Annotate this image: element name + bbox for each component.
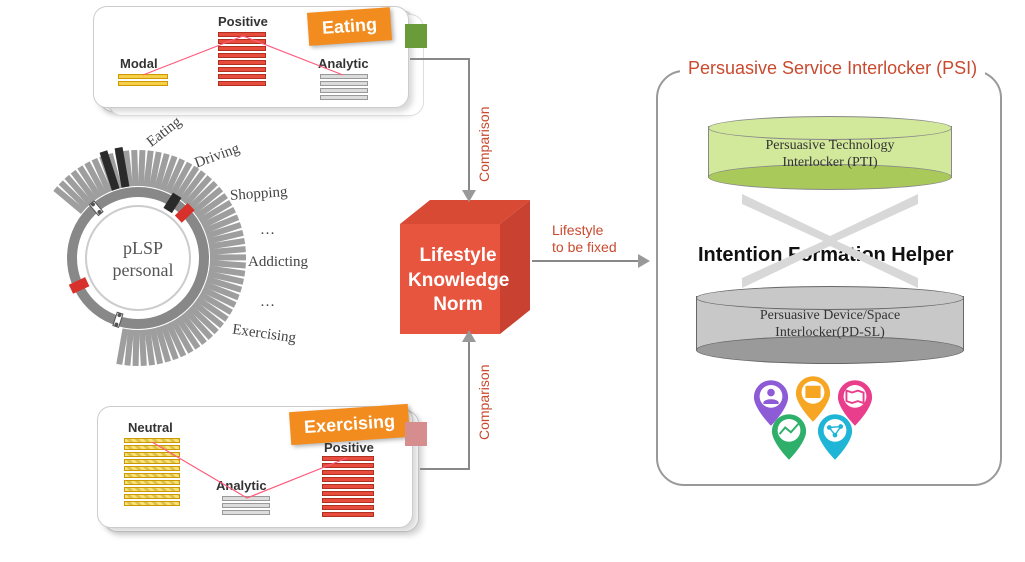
pin-chart: [770, 414, 808, 460]
arrow-right-label: Lifestyleto be fixed: [552, 222, 617, 256]
bot-col1-label: Neutral: [128, 420, 173, 435]
top-col2-label: Positive: [218, 14, 268, 29]
arrow-right-head: [638, 254, 650, 268]
arrow-bot-head: [462, 330, 476, 342]
pdsl-cylinder: Persuasive Device/SpaceInterlocker(PD-SL…: [696, 286, 964, 366]
lifestyle-cube: LifestyleKnowledgeNorm: [380, 192, 540, 342]
arrow-top-label: Comparison: [476, 107, 492, 182]
dial-label-addicting: Addicting: [248, 254, 308, 271]
dial-label-dots1: …: [260, 222, 275, 239]
arrow-top-vert: [468, 108, 470, 192]
dial-label-dots2: …: [260, 294, 275, 311]
arrow-top-head: [462, 190, 476, 202]
arrow-top-vert2: [468, 58, 470, 110]
psi-title: Persuasive Service Interlocker (PSI): [680, 58, 985, 79]
cyl-connectors: [702, 188, 958, 298]
arrow-bot-horz: [420, 468, 468, 470]
bot-panel-connector: [122, 436, 382, 516]
arrow-top-horz: [410, 58, 468, 60]
arrow-bot-vert: [468, 340, 470, 470]
plsp-center-label: pLSPpersonal: [98, 238, 188, 281]
pin-graph: [816, 414, 854, 460]
cube-text: LifestyleKnowledgeNorm: [408, 244, 508, 318]
top-panel-connector: [118, 30, 378, 90]
arrow-right: [532, 260, 640, 262]
pti-cylinder: Persuasive TechnologyInterlocker (PTI): [708, 116, 952, 192]
arrow-bot-label: Comparison: [476, 365, 492, 440]
